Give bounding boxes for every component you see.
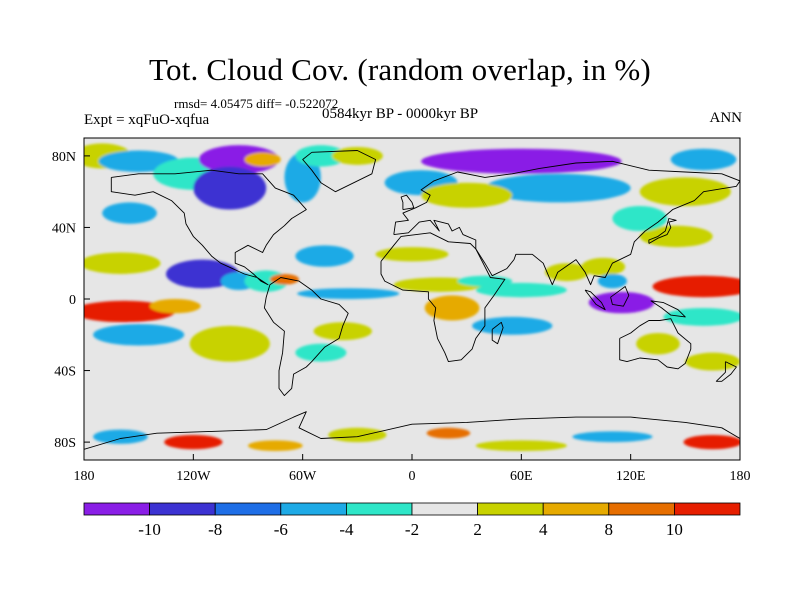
x-tick-label: 180 (730, 469, 751, 484)
anomaly-region-42 (663, 307, 740, 326)
colorbar-swatch-6 (477, 502, 544, 516)
chart-title: Tot. Cloud Cov. (random overlap, in %) (149, 52, 651, 87)
coastline-south-america (263, 277, 349, 397)
coastline-greenland (302, 150, 377, 193)
season-label: ANN (709, 110, 743, 126)
anomaly-region-43 (636, 332, 680, 355)
coastlines (84, 150, 740, 450)
colorbar-swatch-2 (214, 502, 282, 516)
anomaly-region-41 (612, 205, 668, 232)
anomaly-region-32 (424, 295, 480, 321)
y-axis: 80N 40N 0 40S 80S (52, 150, 90, 451)
x-axis: 180 120W 60W 0 60E 120E 180 (74, 454, 751, 484)
colorbar-label: 10 (666, 520, 683, 539)
anomaly-region-26 (189, 325, 270, 362)
anomaly-region-50 (572, 431, 653, 443)
anomaly-region-49 (475, 440, 567, 452)
x-tick-label: 120W (176, 469, 211, 484)
period-label: 0584kyr BP - 0000kyr BP (322, 106, 479, 122)
anomaly-region-3 (198, 145, 279, 174)
anomaly-region-27 (313, 322, 372, 341)
x-tick-label: 60W (289, 469, 317, 484)
colorbar-swatch-7 (542, 502, 610, 516)
colorbar-swatch-1 (149, 502, 216, 516)
coastline-africa (380, 232, 506, 363)
anomaly-region-33 (472, 316, 553, 335)
anomaly-region-40 (639, 225, 713, 248)
y-tick-label: 0 (69, 293, 76, 308)
coastline-antarctica (84, 411, 740, 450)
anomaly-region-48 (426, 427, 471, 439)
y-tick-label: 40S (54, 365, 76, 380)
anomaly-region-4 (193, 166, 267, 210)
anomaly-region-29 (375, 247, 449, 262)
colorbar-swatch-3 (280, 502, 347, 516)
anomaly-region-24 (149, 299, 201, 314)
anomaly-region-44 (685, 352, 740, 371)
anomaly-field (84, 143, 740, 452)
anomaly-region-21 (295, 245, 354, 267)
anomaly-region-20 (269, 273, 300, 285)
coastline-eurasia (393, 160, 740, 286)
colorbar: -10 -8 -6 -4 -2 2 4 8 10 (83, 502, 741, 539)
colorbar-swatch-8 (608, 502, 675, 516)
anomaly-region-15 (102, 202, 157, 224)
anomaly-region-16 (84, 252, 161, 274)
anomaly-region-45 (164, 434, 223, 450)
colorbar-label: -4 (339, 520, 354, 539)
stats-label: rmsd= 4.05475 diff= -0.522072 (174, 96, 339, 111)
anomaly-region-5 (244, 152, 281, 167)
anomaly-region-52 (93, 429, 148, 444)
colorbar-label: 8 (605, 520, 614, 539)
y-tick-label: 80S (54, 436, 76, 451)
anomaly-region-47 (328, 427, 387, 443)
colorbar-label: -8 (208, 520, 222, 539)
x-tick-label: 180 (74, 469, 95, 484)
coastline-sumatra (584, 289, 606, 311)
coastline-british-isles (400, 194, 415, 211)
coastline-japan (648, 218, 677, 244)
coastline-madagascar (491, 321, 504, 345)
anomaly-region-22 (297, 288, 400, 299)
coastline-new-zealand (715, 361, 737, 382)
colorbar-swatch-5 (411, 502, 478, 516)
anomaly-region-34 (475, 282, 567, 298)
colorbar-swatch-9 (674, 502, 741, 516)
anomaly-region-13 (639, 177, 731, 206)
anomaly-region-51 (683, 434, 740, 450)
anomaly-region-10 (421, 148, 622, 174)
x-tick-label: 60E (510, 469, 533, 484)
colorbar-label: -2 (405, 520, 419, 539)
anomaly-region-17 (166, 259, 239, 289)
y-tick-label: 80N (52, 150, 76, 165)
x-tick-label: 120E (616, 469, 646, 484)
colorbar-swatch-4 (345, 502, 413, 516)
experiment-label: Expt = xqFuO-xqfua (84, 112, 210, 128)
anomaly-region-28 (295, 343, 347, 362)
coastline-australia (619, 318, 692, 370)
anomaly-region-37 (588, 291, 655, 314)
anomaly-region-7 (295, 145, 347, 167)
colorbar-swatch-0 (83, 502, 150, 516)
colorbar-label: 4 (539, 520, 548, 539)
anomaly-region-14 (670, 148, 737, 171)
y-tick-label: 40N (52, 221, 76, 236)
coastline-new-guinea (650, 300, 686, 318)
colorbar-label: -10 (138, 520, 161, 539)
coastline-north-america (110, 169, 307, 286)
anomaly-region-46 (248, 440, 303, 452)
colorbar-label: 2 (473, 520, 482, 539)
anomaly-region-38 (597, 273, 628, 289)
x-tick-label: 0 (409, 469, 416, 484)
anomaly-region-12 (421, 182, 513, 208)
anomaly-region-25 (93, 324, 185, 346)
colorbar-label: -6 (274, 520, 288, 539)
coastline-borneo (610, 286, 630, 307)
anomaly-region-11 (484, 173, 631, 203)
anomaly-region-39 (652, 275, 740, 298)
